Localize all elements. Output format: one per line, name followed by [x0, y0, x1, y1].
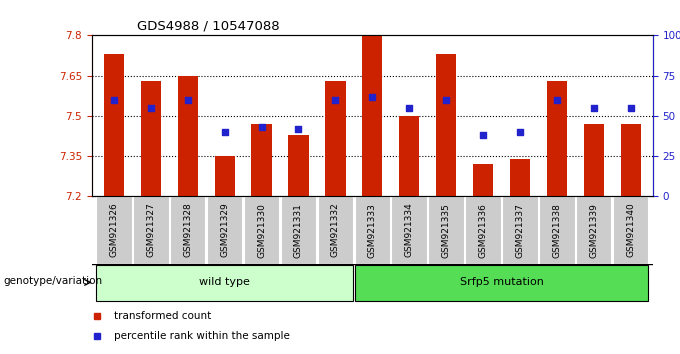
Bar [325, 81, 345, 196]
Text: GSM921337: GSM921337 [515, 202, 524, 258]
Point [293, 126, 304, 132]
Text: GSM921330: GSM921330 [257, 202, 266, 258]
Bar [104, 54, 124, 196]
Bar [362, 35, 382, 196]
Bar [177, 76, 198, 196]
FancyBboxPatch shape [133, 196, 169, 264]
Text: GSM921338: GSM921338 [552, 202, 561, 258]
Point [219, 129, 230, 135]
Bar [510, 159, 530, 196]
Point [625, 105, 636, 111]
Bar [288, 135, 309, 196]
Point [367, 94, 378, 99]
FancyBboxPatch shape [170, 196, 205, 264]
Point [146, 105, 156, 111]
Text: GSM921334: GSM921334 [405, 203, 413, 257]
Text: transformed count: transformed count [114, 310, 211, 321]
FancyBboxPatch shape [539, 196, 575, 264]
Text: GSM921327: GSM921327 [146, 203, 155, 257]
Bar [583, 124, 604, 196]
Bar [141, 81, 161, 196]
FancyBboxPatch shape [576, 196, 611, 264]
FancyBboxPatch shape [354, 265, 648, 301]
FancyBboxPatch shape [244, 196, 279, 264]
Point [588, 105, 599, 111]
Text: GSM921333: GSM921333 [368, 202, 377, 258]
Text: Srfp5 mutation: Srfp5 mutation [460, 278, 543, 287]
FancyBboxPatch shape [97, 196, 132, 264]
Text: GSM921336: GSM921336 [479, 202, 488, 258]
Text: percentile rank within the sample: percentile rank within the sample [114, 331, 290, 341]
Point [477, 132, 488, 138]
Text: GSM921335: GSM921335 [441, 202, 451, 258]
FancyBboxPatch shape [97, 265, 353, 301]
Point [256, 124, 267, 130]
Bar [399, 116, 420, 196]
Text: GDS4988 / 10547088: GDS4988 / 10547088 [137, 20, 279, 33]
Point [109, 97, 120, 103]
Bar [473, 164, 493, 196]
Text: GSM921339: GSM921339 [590, 202, 598, 258]
Text: GSM921332: GSM921332 [331, 203, 340, 257]
FancyBboxPatch shape [207, 196, 242, 264]
FancyBboxPatch shape [392, 196, 427, 264]
Text: GSM921326: GSM921326 [109, 203, 118, 257]
FancyBboxPatch shape [318, 196, 353, 264]
Bar [252, 124, 272, 196]
Bar [436, 54, 456, 196]
Point [551, 97, 562, 103]
Point [404, 105, 415, 111]
Bar [547, 81, 567, 196]
Point [330, 97, 341, 103]
FancyBboxPatch shape [465, 196, 500, 264]
Point [515, 129, 526, 135]
FancyBboxPatch shape [503, 196, 538, 264]
Text: GSM921340: GSM921340 [626, 203, 635, 257]
FancyBboxPatch shape [428, 196, 464, 264]
FancyBboxPatch shape [281, 196, 316, 264]
Bar [621, 124, 641, 196]
FancyBboxPatch shape [354, 196, 390, 264]
Text: genotype/variation: genotype/variation [3, 276, 103, 286]
Point [441, 97, 452, 103]
Text: wild type: wild type [199, 278, 250, 287]
Text: GSM921331: GSM921331 [294, 202, 303, 258]
FancyBboxPatch shape [613, 196, 648, 264]
Text: GSM921329: GSM921329 [220, 203, 229, 257]
Point [182, 97, 193, 103]
Bar [214, 156, 235, 196]
Text: GSM921328: GSM921328 [184, 203, 192, 257]
